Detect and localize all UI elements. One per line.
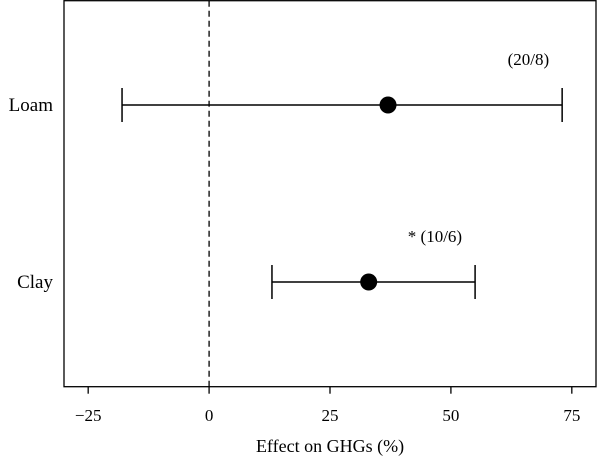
x-tick-label-0: −25 [75, 406, 102, 425]
x-tick-label-1: 0 [205, 406, 214, 425]
point-estimate [379, 96, 397, 114]
x-tick-label-2: 25 [322, 406, 339, 425]
category-label: Loam [9, 95, 54, 116]
point-estimate [360, 273, 378, 291]
x-tick-label-4: 75 [563, 406, 580, 425]
x-axis-label: Effect on GHGs (%) [256, 436, 404, 457]
sample-size-annotation: (20/8) [508, 50, 550, 69]
forest-rows: Loam (20/8) Clay * (10/6) [9, 50, 563, 299]
x-axis-ticks: −25 0 25 50 75 [75, 386, 580, 425]
x-tick-label-3: 50 [442, 406, 459, 425]
forest-row-loam: Loam (20/8) [9, 50, 563, 122]
forest-row-clay: Clay * (10/6) [17, 227, 476, 299]
sample-size-annotation: * (10/6) [408, 227, 462, 246]
category-label: Clay [17, 272, 53, 293]
